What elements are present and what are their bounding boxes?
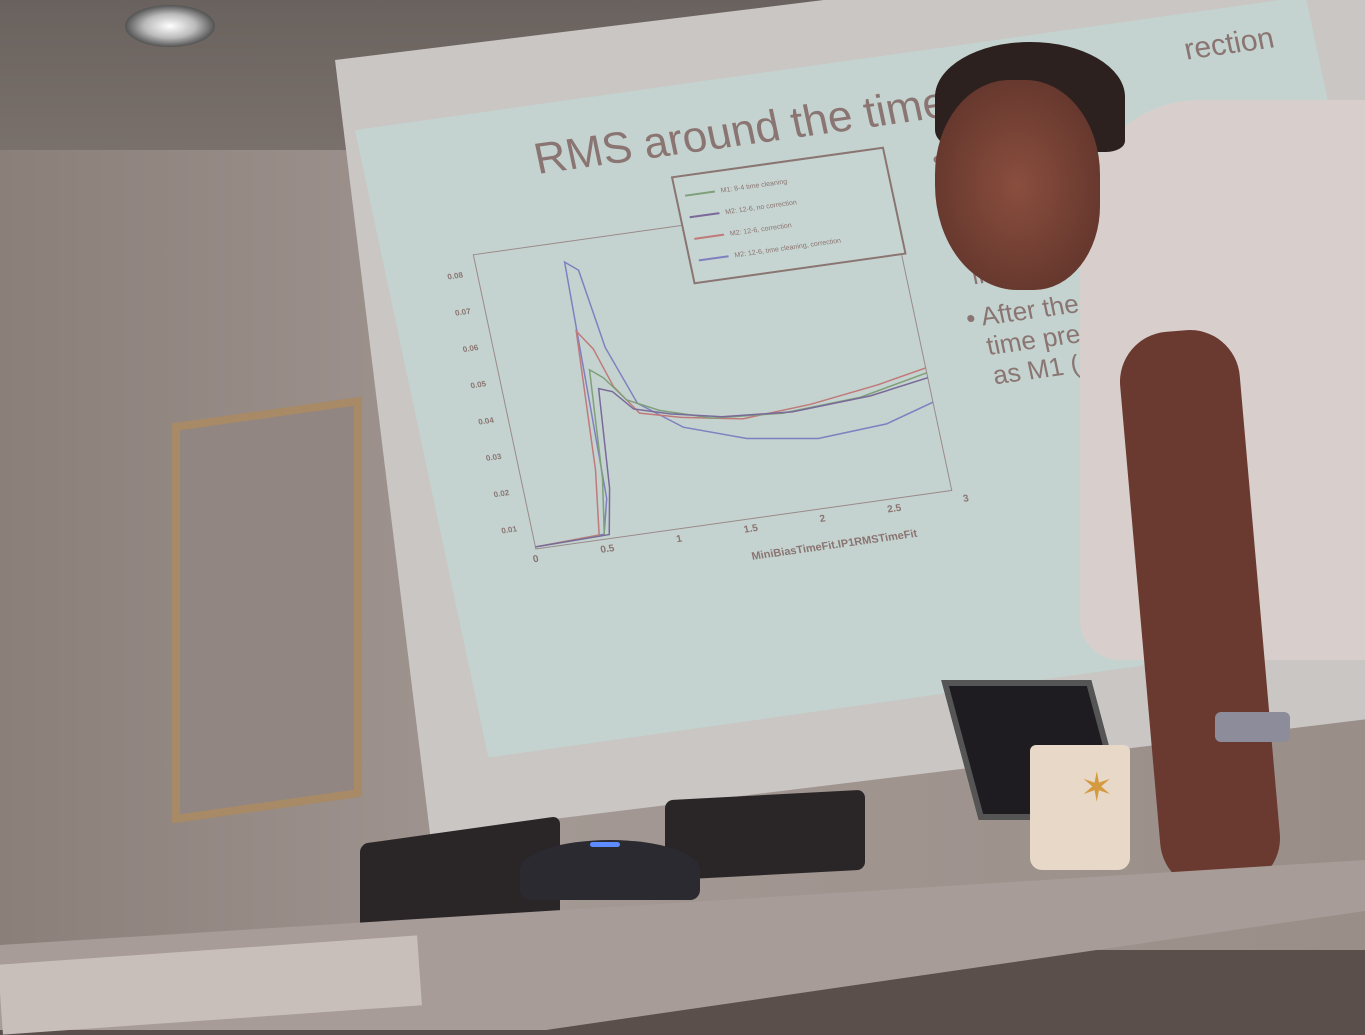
wristwatch (1215, 712, 1290, 742)
slide-title-fragment: rection (1181, 21, 1278, 67)
histogram-plot: 0.08 0.07 0.06 0.05 0.04 0.03 0.02 0.01 0 0.5 1 1.… (442, 184, 978, 583)
projected-slide: RMS around the time fit rection • Ev tim… (355, 0, 1365, 758)
x-tick: 1 (675, 533, 684, 546)
paper-cup: ✶ (1030, 745, 1130, 870)
conference-phone (520, 840, 700, 900)
phone-led (590, 842, 620, 847)
ceiling-light (125, 5, 215, 47)
x-tick: 1.5 (742, 522, 759, 536)
series-purple (535, 376, 929, 548)
legend-label: M1: 8-4 time cleaning (720, 177, 788, 195)
x-tick: 0.5 (599, 543, 616, 556)
person-head (935, 80, 1100, 290)
legend-label: M2: 12-6, no correction (724, 198, 798, 216)
x-tick: 0 (531, 553, 540, 566)
legend-label: M2: 12-6, correction (729, 221, 793, 238)
histogram-svg (472, 195, 953, 550)
series-blue (535, 260, 934, 548)
star-pattern-icon: ✶ (1080, 766, 1114, 810)
x-tick: 2 (818, 513, 827, 525)
x-tick: 2.5 (886, 502, 903, 516)
whiteboard (172, 396, 362, 824)
